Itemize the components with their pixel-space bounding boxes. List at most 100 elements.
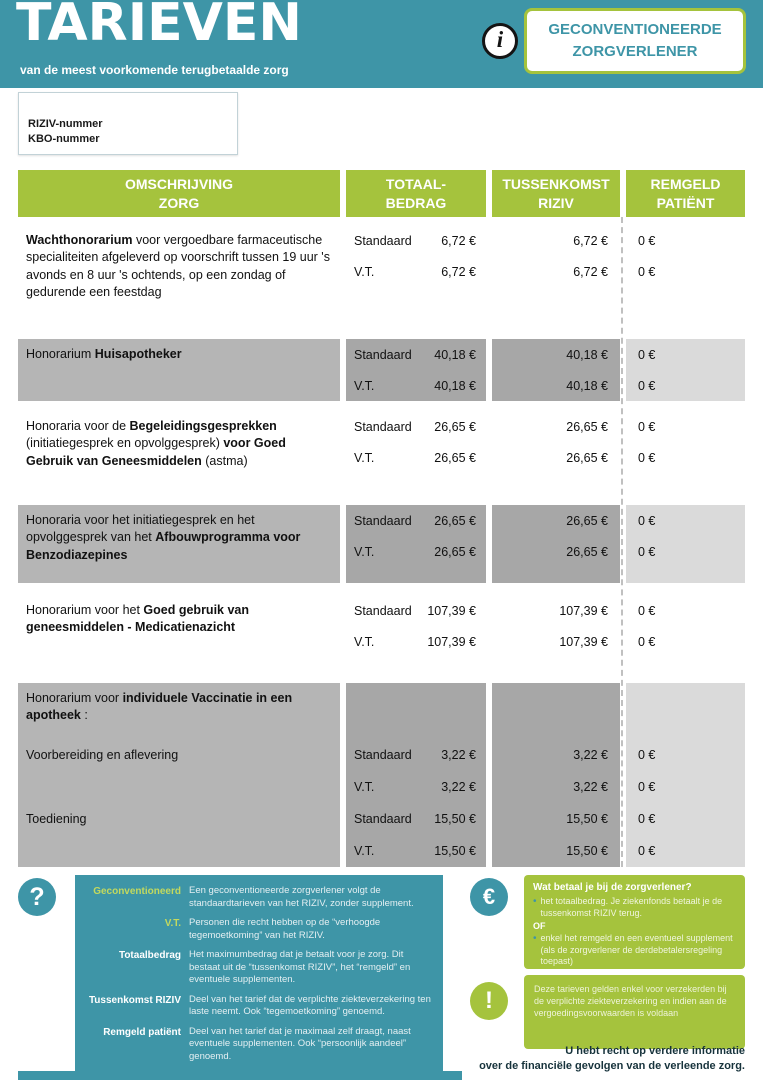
row-bg-desc <box>18 505 340 583</box>
totaal-amount: 40,18 € <box>434 378 476 393</box>
remgeld-cell: 0 € <box>626 234 745 248</box>
totaal-cell: Standaard 6,72 € <box>346 225 486 256</box>
tariff-line-standaard: Standaard 107,39 € 107,39 € 0 € <box>346 595 745 626</box>
totaal-amount: 26,65 € <box>434 544 476 559</box>
line-label: V.T. <box>354 844 375 858</box>
riziv-amount: 6,72 € <box>573 264 608 279</box>
remgeld-amount: 0 € <box>638 450 656 465</box>
remgeld-amount: 0 € <box>638 634 656 649</box>
totaal-cell: V.T. 40,18 € <box>346 370 486 401</box>
header-band: TARIEVEN van de meest voorkomende terugb… <box>0 0 763 88</box>
provider-id-box: RIZIV-nummer KBO-nummer <box>18 92 238 155</box>
riziv-amount: 6,72 € <box>573 233 608 248</box>
remgeld-amount: 0 € <box>638 233 656 248</box>
riziv-cell: 6,72 € <box>492 234 620 248</box>
definition-text: Het maximumbedrag dat je betaalt voor je… <box>189 949 411 986</box>
remgeld-cell: 0 € <box>626 844 745 858</box>
remgeld-cell: 0 € <box>626 780 745 794</box>
line-label: Standaard <box>354 233 412 248</box>
totaal-cell: V.T. 6,72 € <box>346 256 486 287</box>
conventioned-provider-badge: GECONVENTIONEERDE ZORGVERLENER <box>524 8 746 74</box>
col-header-tussenkomst: TUSSENKOMST RIZIV <box>492 170 620 217</box>
row-bg-desc <box>18 339 340 401</box>
riziv-amount: 15,50 € <box>566 844 608 858</box>
footer-note: U hebt recht op verdere informatie over … <box>479 1045 745 1072</box>
totaal-amount: 15,50 € <box>434 844 476 858</box>
payment-bullet: • het totaalbedrag. Je ziekenfonds betaa… <box>533 896 736 919</box>
riziv-amount: 26,65 € <box>566 419 608 434</box>
page-title: TARIEVEN <box>16 0 302 53</box>
tariff-line-vt: V.T. 6,72 € 6,72 € 0 € <box>346 256 745 287</box>
row-bg-remgeld <box>626 505 745 583</box>
table-row-benzodiazepines: Honoraria voor het initiatiegesprek en h… <box>18 505 745 583</box>
totaal-amount: 3,22 € <box>441 780 476 794</box>
remgeld-cell: 0 € <box>626 514 745 528</box>
definitions-box: Geconventioneerd Een geconventioneerde z… <box>75 875 443 1071</box>
totaal-amount: 40,18 € <box>434 347 476 362</box>
riziv-cell: 6,72 € <box>492 265 620 279</box>
totaal-cell: V.T. 26,65 € <box>346 442 486 473</box>
payment-info-title: Wat betaal je bij de zorgverlener? <box>533 882 692 893</box>
tariff-lines: Standaard 3,22 € 3,22 € 0 € V.T. 3,22 € 3,… <box>340 683 745 867</box>
col-header-omschrijving: OMSCHRIJVING ZORG <box>18 170 340 217</box>
line-label: V.T. <box>354 634 375 649</box>
totaal-cell: Standaard 26,65 € <box>346 505 486 536</box>
service-description: Honorarium voor individuele Vaccinatie i… <box>18 683 340 867</box>
remgeld-cell: 0 € <box>626 748 745 762</box>
totaal-amount: 6,72 € <box>441 264 476 279</box>
tariff-lines: Standaard 26,65 € 26,65 € 0 € V.T. 26,65 €… <box>340 411 745 497</box>
table-row-begeleidingsgesprekken: Honoraria voor de Begeleidingsgesprekken… <box>18 411 745 497</box>
vaccination-sub-label-toediening: Toediening <box>26 812 87 826</box>
totaal-amount: 107,39 € <box>427 634 476 649</box>
riziv-cell: 3,22 € <box>492 780 620 794</box>
row-bg-totaal <box>346 683 486 867</box>
row-bg-riziv <box>492 339 620 401</box>
riziv-cell: 107,39 € <box>492 604 620 618</box>
totaal-amount: 6,72 € <box>441 233 476 248</box>
table-row-vaccinatie: Honorarium voor individuele Vaccinatie i… <box>18 683 745 867</box>
totaal-amount: 3,22 € <box>441 748 476 762</box>
remgeld-cell: 0 € <box>626 379 745 393</box>
totaal-cell: Standaard 15,50 € <box>346 803 486 835</box>
tariffs-table: OMSCHRIJVING ZORG TOTAAL- BEDRAG TUSSENK… <box>18 170 745 867</box>
insurance-notice-box: Deze tarieven gelden enkel voor verzeker… <box>524 975 745 1049</box>
definition-text: Deel van het tarief dat je maximaal zelf… <box>189 1025 411 1062</box>
line-label: V.T. <box>354 450 375 465</box>
row-bg-totaal <box>346 339 486 401</box>
riziv-amount: 40,18 € <box>566 347 608 362</box>
payment-info-box: Wat betaal je bij de zorgverlener? • het… <box>524 875 745 969</box>
riziv-amount: 26,65 € <box>566 450 608 465</box>
definition-term: Totaalbedrag <box>118 950 181 962</box>
remgeld-amount: 0 € <box>638 378 656 393</box>
riziv-amount: 3,22 € <box>573 780 608 794</box>
payment-bullet-text: enkel het remgeld en een eventueel suppl… <box>540 933 733 967</box>
riziv-amount: 26,65 € <box>566 513 608 528</box>
remgeld-amount: 0 € <box>638 544 656 559</box>
totaal-cell: V.T. 26,65 € <box>346 536 486 567</box>
remgeld-amount: 0 € <box>638 844 656 858</box>
definition-tussenkomst: Tussenkomst RIZIV Deel van het tarief da… <box>83 994 433 1019</box>
payment-bullet-text: het totaalbedrag. Je ziekenfonds betaalt… <box>540 896 723 918</box>
tariff-line-standaard: Standaard 15,50 € 15,50 € 0 € <box>346 803 745 835</box>
definition-geconventioneerd: Geconventioneerd Een geconventioneerde z… <box>83 885 433 910</box>
tariff-lines: Standaard 107,39 € 107,39 € 0 € V.T. 107,3… <box>340 595 745 657</box>
row-bg-riziv <box>492 505 620 583</box>
totaal-amount: 107,39 € <box>427 603 476 618</box>
line-label: V.T. <box>354 780 375 794</box>
tariff-line-standaard: Standaard 26,65 € 26,65 € 0 € <box>346 411 745 442</box>
service-description: Honorarium voor het Goed gebruik van gen… <box>26 603 250 635</box>
definition-text: Personen die recht hebben op de “verhoog… <box>189 917 381 941</box>
definition-term: Remgeld patiënt <box>103 1026 181 1038</box>
col-header-remgeld: REMGELD PATIËNT <box>626 170 745 217</box>
remgeld-amount: 0 € <box>638 812 656 826</box>
line-label: Standaard <box>354 748 412 762</box>
totaal-amount: 26,65 € <box>434 419 476 434</box>
bullet-dot-icon: • <box>533 896 537 907</box>
totaal-amount: 15,50 € <box>434 812 476 826</box>
riziv-cell: 107,39 € <box>492 635 620 649</box>
riziv-cell: 26,65 € <box>492 545 620 559</box>
tariff-lines: Standaard 26,65 € 26,65 € 0 € V.T. 26,65 €… <box>340 505 745 583</box>
definition-term: Tussenkomst RIZIV <box>88 994 181 1006</box>
tariff-line-standaard: Standaard 26,65 € 26,65 € 0 € <box>346 505 745 536</box>
